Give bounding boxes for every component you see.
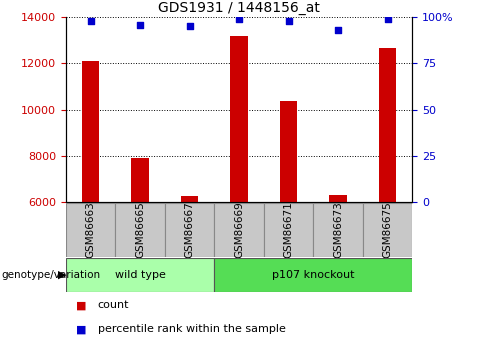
Text: GSM86665: GSM86665 xyxy=(135,201,145,258)
Title: GDS1931 / 1448156_at: GDS1931 / 1448156_at xyxy=(158,1,320,15)
Bar xyxy=(82,61,99,202)
Bar xyxy=(379,48,396,202)
Bar xyxy=(230,36,248,202)
Point xyxy=(235,16,243,22)
Text: p107 knockout: p107 knockout xyxy=(272,270,355,279)
Text: percentile rank within the sample: percentile rank within the sample xyxy=(98,325,285,334)
Point xyxy=(186,24,194,29)
Bar xyxy=(181,196,198,202)
Point xyxy=(87,18,95,24)
Bar xyxy=(66,258,214,292)
Text: ▶: ▶ xyxy=(58,270,66,279)
Text: GSM86675: GSM86675 xyxy=(383,201,393,258)
Bar xyxy=(329,195,347,202)
Text: GSM86671: GSM86671 xyxy=(284,201,294,258)
Bar xyxy=(214,203,264,257)
Bar xyxy=(131,158,149,202)
Text: ■: ■ xyxy=(76,300,86,310)
Bar xyxy=(66,203,115,257)
Bar xyxy=(280,101,297,202)
Point xyxy=(136,22,144,27)
Text: genotype/variation: genotype/variation xyxy=(1,270,100,279)
Point xyxy=(334,27,342,33)
Bar xyxy=(165,203,214,257)
Bar xyxy=(214,258,412,292)
Bar xyxy=(363,203,412,257)
Bar xyxy=(313,203,363,257)
Bar xyxy=(264,203,313,257)
Text: GSM86669: GSM86669 xyxy=(234,201,244,258)
Text: GSM86663: GSM86663 xyxy=(85,201,96,258)
Bar xyxy=(115,203,165,257)
Point xyxy=(285,18,292,24)
Text: wild type: wild type xyxy=(115,270,165,279)
Point xyxy=(384,16,391,22)
Text: GSM86673: GSM86673 xyxy=(333,201,343,258)
Text: count: count xyxy=(98,300,129,310)
Text: GSM86667: GSM86667 xyxy=(184,201,195,258)
Text: ■: ■ xyxy=(76,325,86,334)
